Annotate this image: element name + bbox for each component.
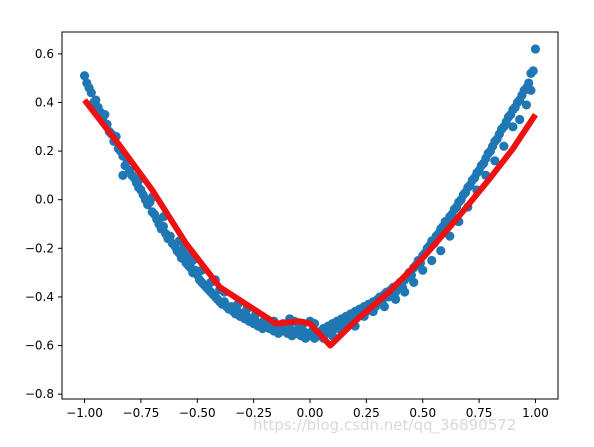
x-axis: −1.00 −0.75 −0.50 −0.25 0.00 0.25 0.50 0.75 1.00 bbox=[66, 399, 549, 420]
scatter-point bbox=[86, 88, 96, 98]
y-tick-label: 0.0 bbox=[35, 193, 54, 207]
fit-line bbox=[82, 98, 538, 349]
y-tick-label: −0.2 bbox=[25, 241, 54, 255]
x-tick-label: 0.75 bbox=[466, 406, 493, 420]
scatter-point bbox=[91, 95, 101, 105]
x-tick-label: 1.00 bbox=[522, 406, 549, 420]
scatter-point bbox=[521, 100, 532, 110]
x-tick-label: −0.50 bbox=[179, 406, 216, 420]
y-tick-label: −0.4 bbox=[25, 290, 54, 304]
watermark: https://blog.csdn.net/qq_36890572 bbox=[253, 416, 517, 434]
scatter-point bbox=[158, 221, 169, 232]
scatter-point bbox=[418, 265, 428, 275]
y-tick-label: 0.4 bbox=[35, 95, 54, 109]
scatter-point bbox=[515, 114, 525, 125]
scatter-point bbox=[499, 141, 509, 151]
line-layer bbox=[82, 98, 538, 349]
x-tick-label: −0.75 bbox=[123, 406, 160, 420]
scatter-point bbox=[524, 78, 534, 88]
scatter-point bbox=[528, 66, 538, 76]
scatter-point bbox=[100, 110, 110, 120]
scatter-point bbox=[379, 302, 389, 312]
scatter-point bbox=[530, 44, 541, 54]
x-tick-label: −1.00 bbox=[66, 406, 103, 420]
y-tick-label: −0.8 bbox=[25, 387, 54, 401]
scatter-point bbox=[79, 71, 90, 81]
scatter-point bbox=[490, 156, 500, 166]
scatter-point bbox=[427, 255, 437, 266]
scatter-point bbox=[391, 294, 401, 304]
x-tick-label: 0.00 bbox=[297, 406, 324, 420]
scatter-point bbox=[409, 277, 419, 287]
scatter-point bbox=[436, 246, 446, 256]
scatter-point bbox=[118, 170, 128, 180]
scatter-point bbox=[165, 231, 175, 241]
scatter-point bbox=[526, 85, 536, 95]
scatter-point bbox=[400, 287, 410, 297]
y-tick-label: −0.6 bbox=[25, 339, 54, 353]
scatter-point bbox=[134, 182, 144, 193]
y-axis: 0.6 0.4 0.2 0.0 −0.2 −0.4 −0.6 −0.8 bbox=[25, 47, 62, 401]
x-tick-label: −0.25 bbox=[235, 406, 272, 420]
x-tick-label: 0.25 bbox=[353, 406, 380, 420]
y-tick-label: 0.2 bbox=[35, 144, 54, 158]
y-tick-label: 0.6 bbox=[35, 47, 54, 61]
scatter-point bbox=[508, 122, 518, 132]
x-tick-label: 0.50 bbox=[409, 406, 436, 420]
